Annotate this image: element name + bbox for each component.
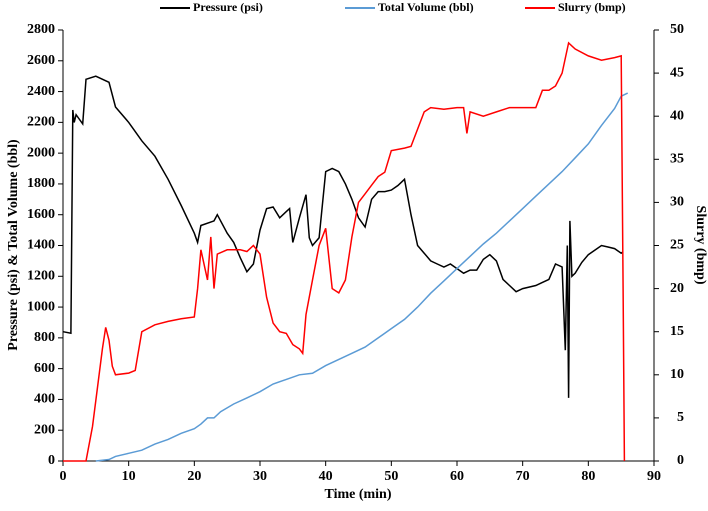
y-tick-label: 800 <box>34 330 55 345</box>
y2-tick-label: 25 <box>670 238 684 253</box>
y-tick-label: 400 <box>34 392 55 407</box>
legend-label: Total Volume (bbl) <box>378 0 474 14</box>
y-tick-label: 1000 <box>27 299 55 314</box>
y-tick-label: 2400 <box>27 84 55 99</box>
y-tick-label: 1200 <box>27 269 55 284</box>
y-tick-label: 1400 <box>27 238 55 253</box>
x-tick-label: 10 <box>122 469 136 484</box>
y2-tick-label: 5 <box>677 410 684 425</box>
legend-label: Slurry (bmp) <box>558 0 626 14</box>
y-axis-label: Pressure (psi) & Total Volume (bbl) <box>6 139 21 351</box>
y2-tick-label: 0 <box>677 453 684 468</box>
y2-tick-label: 20 <box>670 281 684 296</box>
y-tick-label: 600 <box>34 361 55 376</box>
y2-tick-label: 45 <box>670 65 684 80</box>
y-tick-label: 1800 <box>27 176 55 191</box>
y-tick-label: 1600 <box>27 207 55 222</box>
x-tick-label: 60 <box>450 469 464 484</box>
x-tick-label: 90 <box>647 469 661 484</box>
y2-tick-label: 40 <box>670 108 684 123</box>
x-tick-label: 50 <box>384 469 398 484</box>
x-tick-label: 30 <box>253 469 267 484</box>
y2-axis-label: Slurry (bmp) <box>693 206 708 285</box>
legend-label: Pressure (psi) <box>193 0 263 14</box>
series-line <box>63 41 626 462</box>
y2-tick-label: 10 <box>670 367 684 382</box>
y-tick-label: 2000 <box>27 145 55 160</box>
y-tick-label: 2200 <box>27 115 55 130</box>
x-tick-label: 20 <box>187 469 201 484</box>
x-axis-label: Time (min) <box>324 487 391 502</box>
y2-tick-label: 50 <box>670 22 684 37</box>
x-tick-label: 40 <box>319 469 333 484</box>
x-tick-label: 0 <box>60 469 67 484</box>
x-tick-label: 80 <box>581 469 595 484</box>
series-line <box>95 92 629 462</box>
y2-tick-label: 15 <box>670 324 684 339</box>
y-tick-label: 0 <box>48 453 55 468</box>
x-tick-label: 70 <box>516 469 530 484</box>
y2-tick-label: 30 <box>670 195 684 210</box>
y-tick-label: 200 <box>34 422 55 437</box>
y2-tick-label: 35 <box>670 152 684 167</box>
y-tick-label: 2800 <box>27 22 55 37</box>
series-line <box>62 75 624 398</box>
y-tick-label: 2600 <box>27 53 55 68</box>
